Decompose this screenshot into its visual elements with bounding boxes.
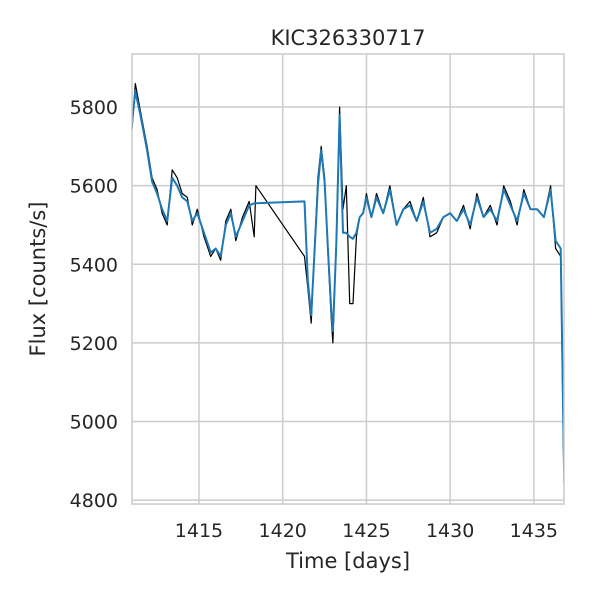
x-tick-label: 1415	[175, 520, 223, 542]
tick-labels: 1415 1420 1425 1430 1435 4800 5000 5200 5400 5600…	[70, 97, 558, 542]
x-tick-label: 1430	[426, 520, 474, 542]
y-tick-label: 5200	[70, 333, 118, 355]
y-tick-label: 4800	[70, 490, 118, 512]
series-layer	[132, 82, 564, 485]
chart-title: KIC326330717	[271, 26, 426, 50]
y-tick-label: 5000	[70, 411, 118, 433]
gridlines	[132, 54, 564, 504]
x-tick-label: 1435	[510, 520, 558, 542]
y-tick-label: 5800	[70, 97, 118, 119]
plot-area	[132, 54, 564, 504]
plot-frame	[131, 53, 565, 505]
y-axis-label: Flux [counts/s]	[26, 202, 50, 357]
x-axis-label: Time [days]	[285, 549, 410, 573]
x-tick-label: 1420	[259, 520, 307, 542]
x-tick-label: 1425	[342, 520, 390, 542]
y-tick-label: 5600	[70, 176, 118, 198]
model-flux-line	[132, 90, 564, 469]
y-tick-label: 5400	[70, 254, 118, 276]
